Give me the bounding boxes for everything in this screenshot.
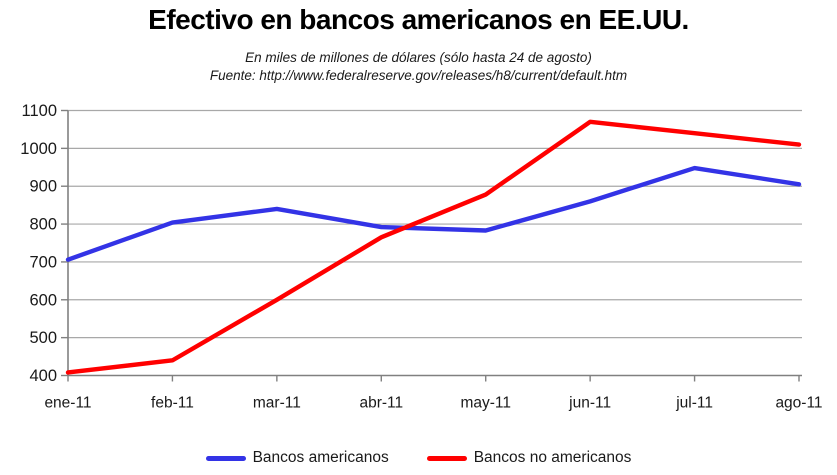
y-tick-label: 400 xyxy=(29,367,57,385)
y-tick-label: 600 xyxy=(29,291,57,309)
x-tick-label: abr-11 xyxy=(359,395,403,412)
chart-legend: Bancos americanos Bancos no americanos xyxy=(0,449,837,467)
x-tick-label: mar-11 xyxy=(253,395,301,412)
y-tick-label: 700 xyxy=(29,253,57,271)
chart-title: Efectivo en bancos americanos en EE.UU. xyxy=(148,4,689,35)
y-tick-label: 800 xyxy=(29,216,57,234)
red-line-swatch-icon xyxy=(426,455,467,461)
legend-item-bancos-americanos: Bancos americanos xyxy=(205,449,389,467)
y-tick-label: 500 xyxy=(29,329,57,347)
series-line-bancos-americanos xyxy=(65,165,802,262)
y-tick-label: 1000 xyxy=(20,140,57,158)
legend-label: Bancos no americanos xyxy=(473,449,632,466)
chart-source-url: Fuente: http://www.federalreserve.gov/re… xyxy=(209,68,628,83)
x-tick-label: may-11 xyxy=(460,395,511,412)
chart-subtitle: En miles de millones de dólares (sólo ha… xyxy=(245,50,592,65)
y-tick-label: 900 xyxy=(29,178,57,196)
legend-item-bancos-no-americanos: Bancos no americanos xyxy=(426,449,632,467)
x-tick-label: jun-11 xyxy=(568,395,611,412)
blue-line-swatch-icon xyxy=(205,455,246,461)
series-line-bancos-no-americanos xyxy=(65,119,802,375)
x-tick-label: ago-11 xyxy=(775,395,822,412)
x-tick-label: feb-11 xyxy=(151,395,194,412)
x-tick-label: jul-11 xyxy=(675,395,713,412)
legend-label: Bancos americanos xyxy=(252,449,389,466)
y-tick-label: 1100 xyxy=(22,102,57,120)
x-tick-label: ene-11 xyxy=(44,395,91,412)
